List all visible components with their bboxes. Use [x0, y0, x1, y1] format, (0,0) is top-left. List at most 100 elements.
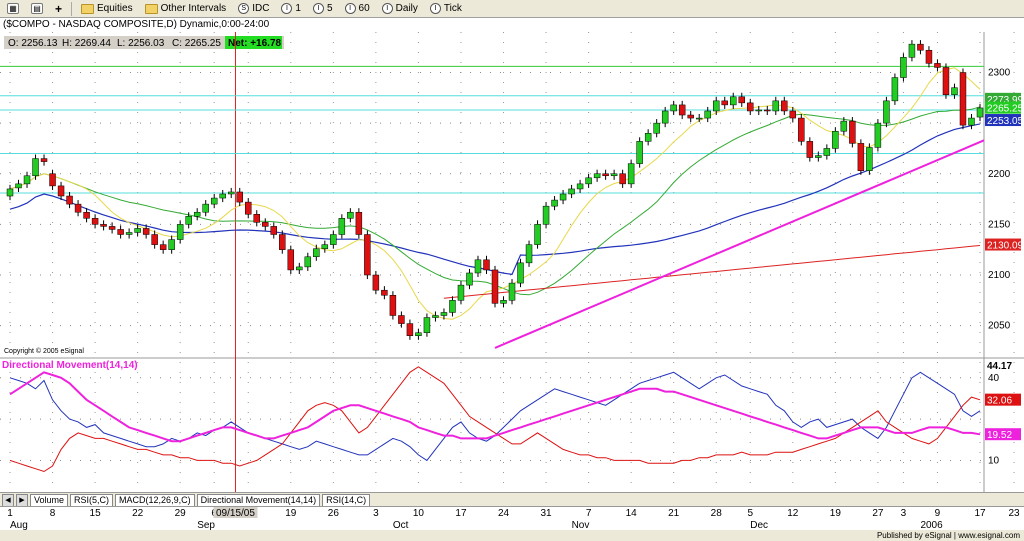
indicator-tabs: ◀ ▶ Volume RSI(5,C) MACD(12,26,9,C) Dire… — [0, 492, 1024, 507]
candle-body — [798, 117, 805, 142]
x-month-label: Oct — [393, 520, 409, 531]
candle-body — [730, 96, 737, 106]
candle-body — [976, 107, 984, 118]
candle-body — [934, 63, 941, 68]
dmi-value-label: 32.06 — [987, 396, 1012, 407]
x-day-label: 17 — [974, 508, 986, 519]
x-axis: 1815222961219263101724317142128512192739… — [0, 506, 1024, 531]
chart-area[interactable]: O: 2256.13 H: 2269.44 L: 2256.03 C: 2265.25… — [0, 32, 1024, 492]
candle-body — [159, 244, 167, 250]
equities-button[interactable]: Equities — [78, 1, 136, 17]
tab-scroll-left[interactable]: ◀ — [2, 493, 14, 507]
candle-body — [908, 43, 916, 58]
idc-button[interactable]: S IDC — [235, 1, 272, 17]
tab-directional-movement[interactable]: Directional Movement(14,14) — [196, 493, 321, 507]
x-day-label: 23 — [1008, 508, 1020, 519]
candle-body — [40, 158, 48, 162]
candle-body — [6, 188, 14, 197]
candle-body — [713, 100, 720, 112]
candle-body — [678, 104, 686, 116]
x-day-label: 17 — [455, 508, 467, 519]
candle-body — [185, 216, 192, 225]
layout-button[interactable]: ▦ — [4, 1, 22, 17]
candle-body — [815, 155, 822, 158]
x-day-label: 27 — [872, 508, 884, 519]
interval-daily-button[interactable]: I Daily — [379, 1, 421, 17]
candle-body — [525, 244, 533, 264]
candle-body — [440, 312, 448, 316]
candle-body — [874, 122, 882, 148]
ohlc-open: O: 2256.13 — [8, 38, 58, 49]
candle-body — [49, 173, 56, 187]
candle-body — [296, 266, 303, 271]
x-month-label: Dec — [750, 520, 768, 531]
x-day-label: 7 — [586, 508, 592, 519]
candle-body — [942, 67, 950, 96]
price-label: 2273.99 — [987, 95, 1024, 106]
x-day-label: 15 — [90, 508, 102, 519]
candle-body — [406, 323, 414, 337]
candle-body — [449, 300, 456, 313]
candle-body — [559, 193, 567, 201]
candle-body — [610, 173, 618, 177]
candle-body — [134, 228, 141, 233]
tab-scroll-right[interactable]: ▶ — [16, 493, 28, 507]
indicator-title: Directional Movement(14,14) — [2, 360, 138, 371]
ohlc-net: Net: +16.78 — [228, 38, 282, 49]
x-month-label: 2006 — [920, 520, 943, 531]
candle-body — [508, 282, 516, 301]
tab-volume[interactable]: Volume — [30, 493, 69, 507]
candle-body — [551, 199, 558, 207]
candle-body — [423, 317, 431, 333]
i-circle-icon: I — [281, 3, 293, 14]
candle-body — [576, 183, 584, 190]
x-day-label: 14 — [626, 508, 638, 519]
candle-body — [781, 100, 788, 112]
candle-body — [542, 205, 550, 225]
price-label-box — [985, 114, 1021, 127]
price-tick-label: 2050 — [988, 321, 1011, 332]
candle-body — [330, 234, 337, 245]
tab-macd[interactable]: MACD(12,26,9,C) — [115, 493, 195, 507]
tab-rsi-5[interactable]: RSI(5,C) — [70, 493, 114, 507]
candle-body — [466, 272, 473, 286]
candle-body — [857, 143, 865, 171]
x-day-label: 21 — [668, 508, 680, 519]
candle-body — [891, 77, 899, 102]
add-button[interactable]: + — [52, 1, 65, 17]
candle-body — [270, 226, 277, 235]
print-button[interactable]: ▤ — [28, 1, 46, 17]
chart-svg[interactable]: O: 2256.13 H: 2269.44 L: 2256.03 C: 2265.25… — [0, 32, 1024, 492]
date-marker-box — [213, 507, 258, 518]
interval-60-button[interactable]: I 60 — [342, 1, 373, 17]
candle-body — [789, 110, 797, 119]
other-intervals-button[interactable]: Other Intervals — [142, 1, 230, 17]
candle-body — [245, 201, 252, 215]
dmi-value-label: 19.52 — [987, 430, 1012, 441]
candle-body — [849, 120, 856, 144]
price-label-box — [985, 101, 1021, 114]
candle-body — [517, 262, 524, 284]
x-day-label: 24 — [498, 508, 510, 519]
candle-body — [806, 141, 814, 158]
folder-icon — [81, 3, 95, 14]
candle-body — [168, 239, 175, 250]
candle-body — [83, 211, 90, 219]
candle-body — [432, 315, 439, 318]
chart-title: ($COMPO - NASDAQ COMPOSITE,D) Dynamic,0:… — [0, 18, 1024, 32]
candle-body — [653, 122, 660, 134]
candle-body — [832, 130, 839, 149]
x-day-label: 12 — [787, 508, 799, 519]
candle-body — [457, 284, 465, 301]
i-circle-icon: I — [312, 3, 324, 14]
tab-rsi-14[interactable]: RSI(14,C) — [322, 493, 371, 507]
candle-body — [279, 234, 286, 250]
x-month-label: Sep — [197, 520, 215, 531]
candle-body — [721, 100, 728, 106]
candle-body — [959, 72, 967, 126]
ma-200-line — [443, 245, 981, 299]
interval-tick-button[interactable]: I Tick — [427, 1, 465, 17]
candle-body — [568, 188, 575, 195]
